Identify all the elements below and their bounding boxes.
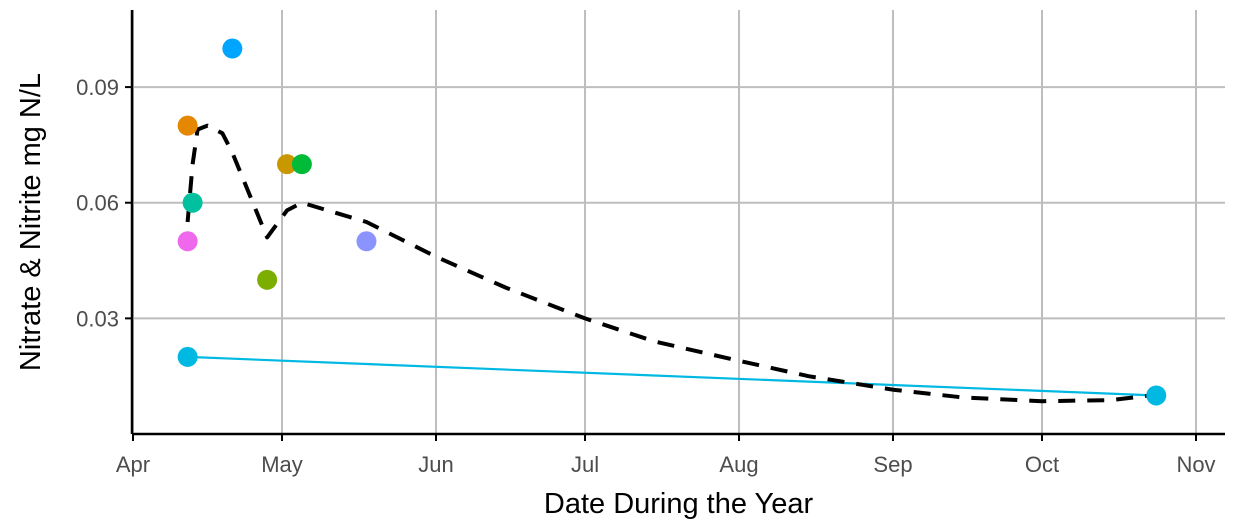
x-axis-title: Date During the Year bbox=[544, 488, 814, 520]
y-tick-label: 0.03 bbox=[76, 306, 119, 331]
x-tick-label: Jun bbox=[418, 452, 453, 477]
series-lines bbox=[185, 123, 1157, 404]
x-tick-label: Nov bbox=[1176, 452, 1215, 477]
x-tick-label: Sep bbox=[873, 452, 912, 477]
grid bbox=[132, 10, 1225, 434]
axes bbox=[130, 10, 1225, 436]
data-point bbox=[356, 231, 377, 252]
tick-marks bbox=[125, 86, 1197, 441]
y-axis-title: Nitrate & Nitrite mg N/L bbox=[15, 73, 47, 371]
x-tick-label: Apr bbox=[116, 452, 150, 477]
x-tick-label: Jul bbox=[571, 452, 599, 477]
data-point bbox=[222, 38, 243, 59]
y-tick-label: 0.09 bbox=[76, 75, 119, 100]
data-point bbox=[182, 192, 203, 213]
tick-labels: Apr May Jun Jul Aug Sep Oct Nov 0.03 0.06 0.09 bbox=[76, 75, 1215, 477]
data-point bbox=[276, 154, 297, 175]
series-line bbox=[187, 355, 1157, 397]
x-tick-label: May bbox=[261, 452, 303, 477]
data-point bbox=[177, 231, 198, 252]
data-point bbox=[257, 269, 278, 290]
data-point bbox=[177, 115, 198, 136]
data-point bbox=[1146, 385, 1167, 406]
x-tick-label: Oct bbox=[1025, 452, 1059, 477]
trend-line-dashed bbox=[185, 123, 1157, 404]
data-points bbox=[177, 38, 1167, 406]
y-tick-label: 0.06 bbox=[76, 191, 119, 216]
data-point bbox=[291, 154, 312, 175]
x-tick-label: Aug bbox=[719, 452, 758, 477]
data-point bbox=[177, 346, 198, 367]
